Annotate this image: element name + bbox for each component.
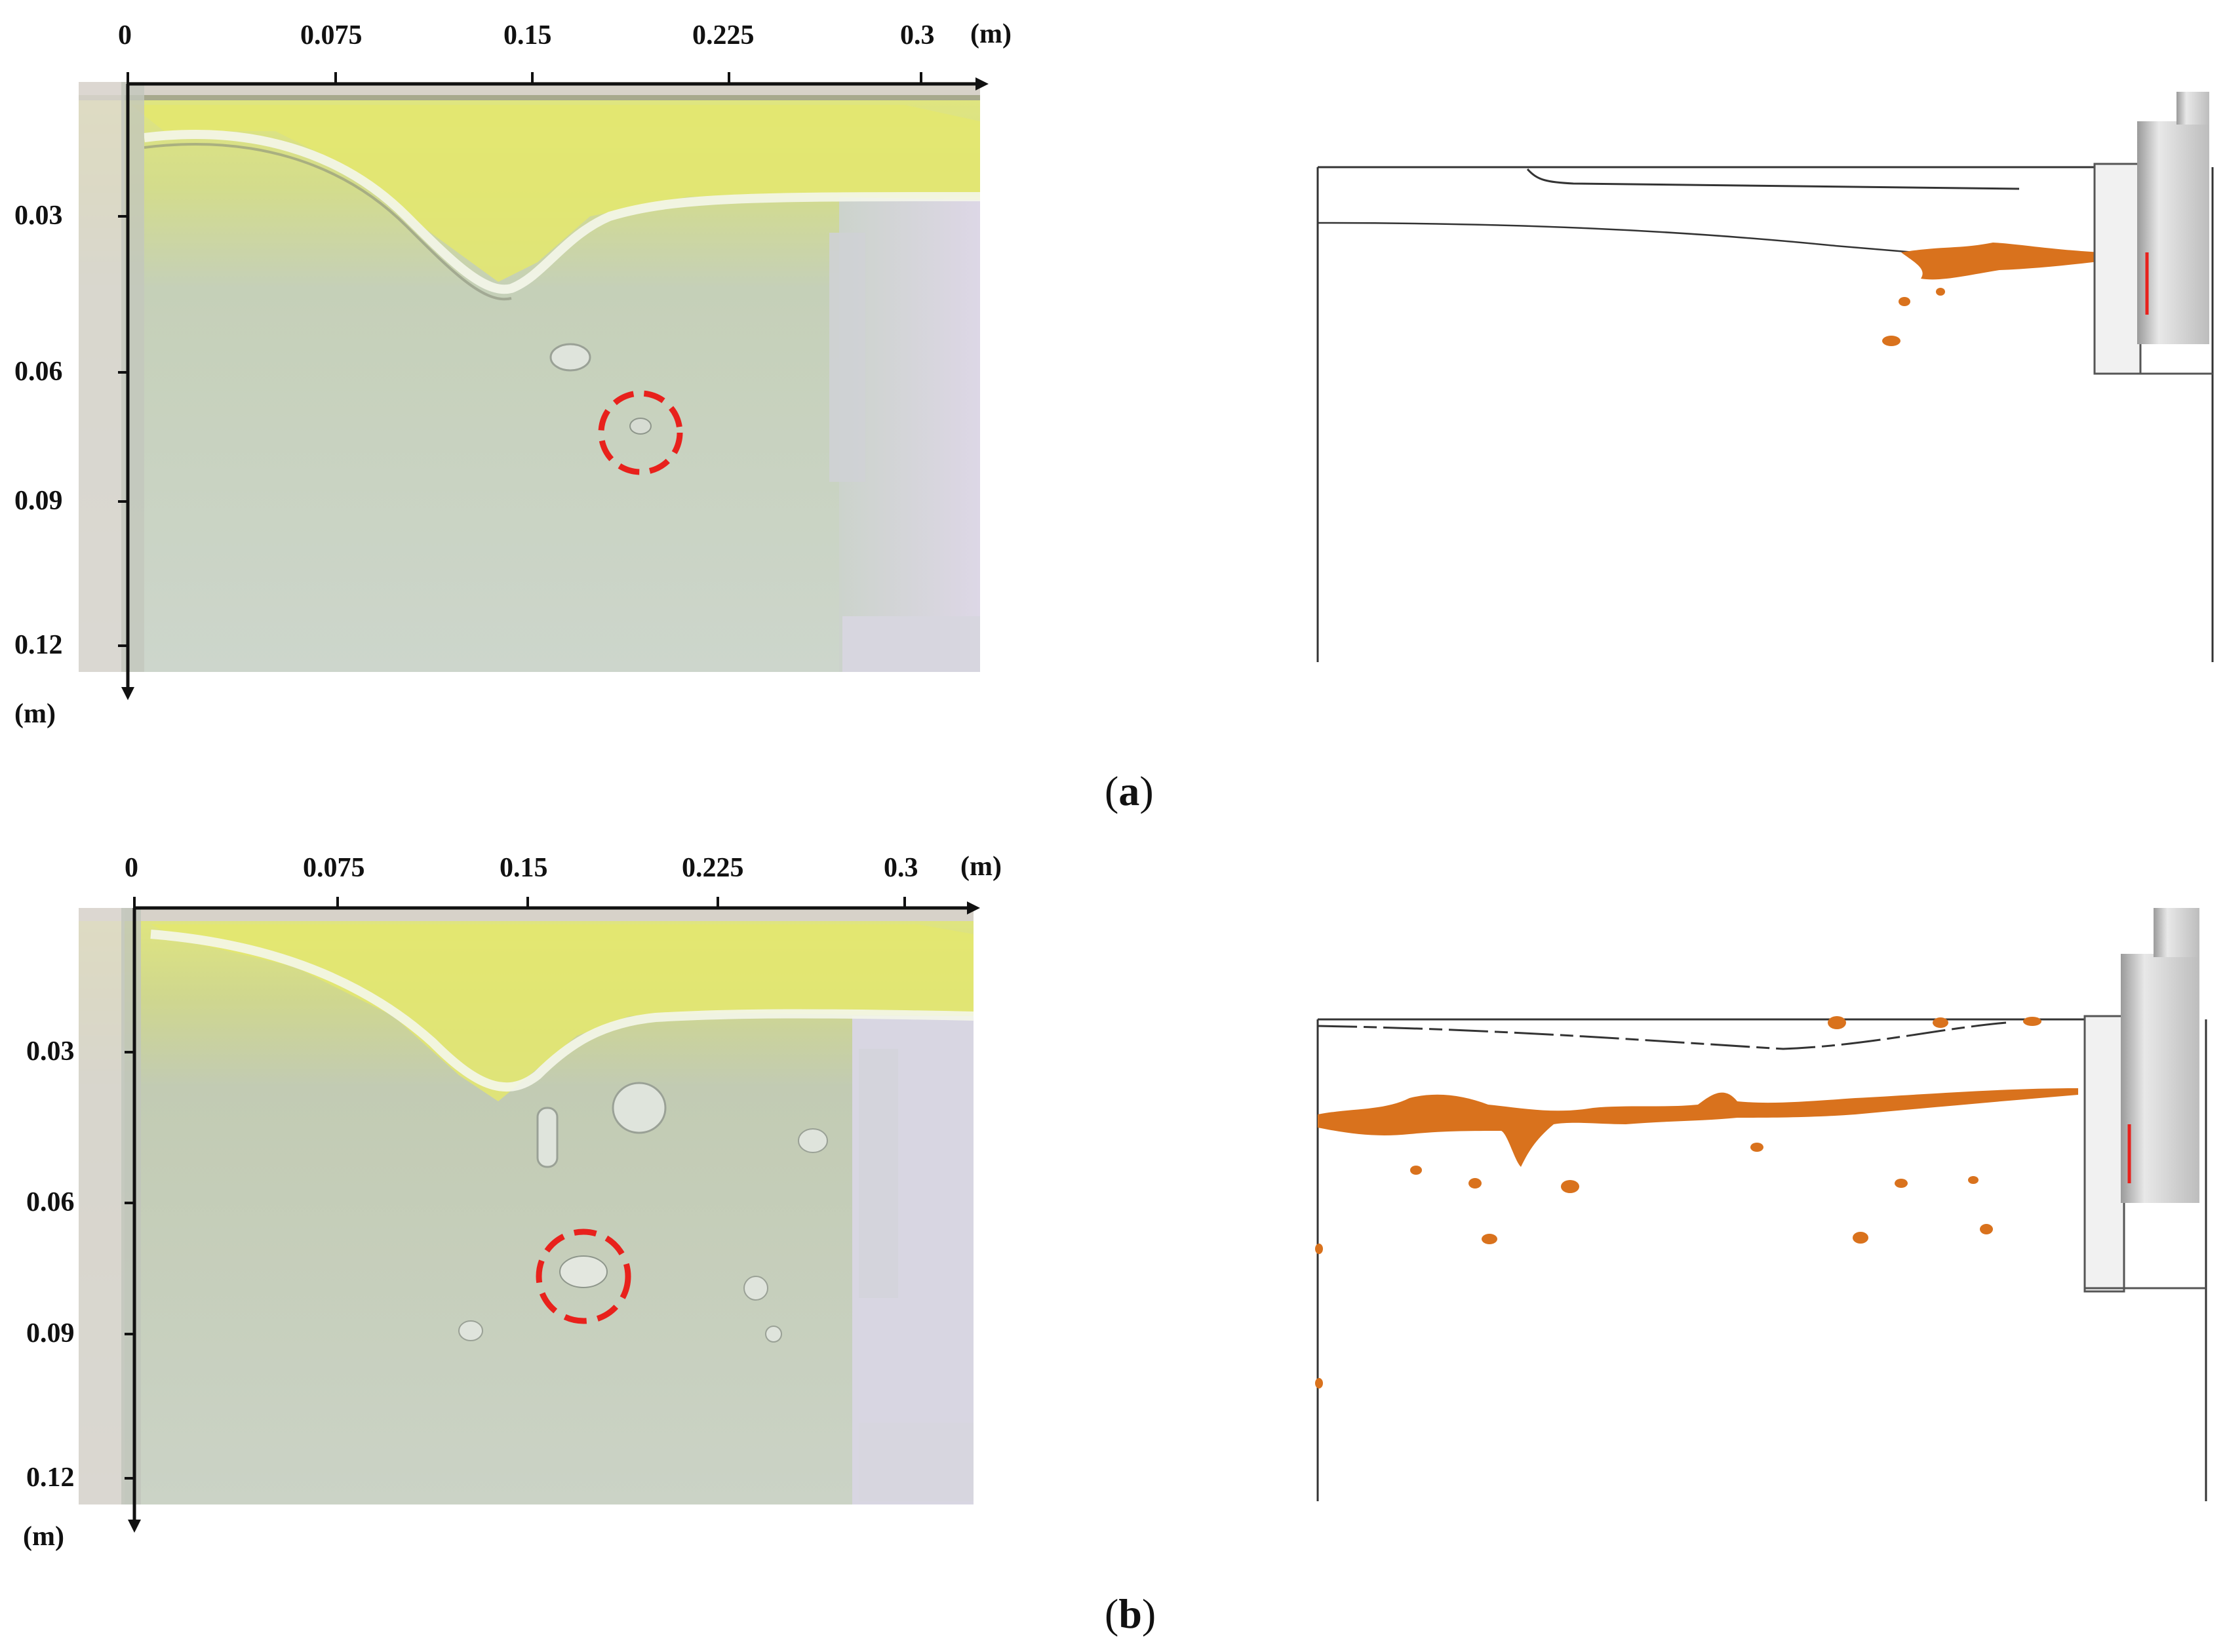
caption-b: (b) bbox=[1105, 1590, 1156, 1637]
x-tick-label: 0.225 bbox=[692, 20, 755, 50]
simulation-render-b bbox=[1315, 908, 2207, 1501]
x-tick-label: 0.15 bbox=[503, 20, 552, 50]
experiment-photo-b bbox=[79, 908, 974, 1504]
x-tick-label: 0.3 bbox=[884, 853, 918, 883]
simulation-render-a bbox=[1316, 92, 2214, 662]
x-tick-label: 0 bbox=[118, 20, 132, 50]
y-tick-label: 0.09 bbox=[14, 486, 63, 516]
x-tick-label: 0 bbox=[125, 853, 138, 883]
caption-letter-a: a bbox=[1118, 768, 1140, 814]
caption-letter-b: b bbox=[1118, 1590, 1142, 1637]
x-unit-label: (m) bbox=[970, 19, 1012, 49]
y-tick-label: 0.03 bbox=[26, 1036, 75, 1067]
highlight-circle-a bbox=[598, 390, 683, 475]
axes-a bbox=[118, 72, 989, 700]
y-unit-label: (m) bbox=[23, 1522, 64, 1552]
x-tick-label: 0.225 bbox=[682, 853, 744, 883]
y-tick-label: 0.06 bbox=[14, 357, 63, 387]
y-tick-label: 0.06 bbox=[26, 1187, 75, 1217]
axes-b bbox=[125, 897, 980, 1533]
x-unit-label: (m) bbox=[960, 852, 1002, 882]
x-tick-label: 0.15 bbox=[500, 853, 548, 883]
x-tick-label: 0.075 bbox=[303, 853, 365, 883]
y-tick-label: 0.03 bbox=[14, 201, 63, 231]
highlight-circle-b bbox=[536, 1229, 631, 1324]
x-tick-label: 0.075 bbox=[300, 20, 363, 50]
panel-a-graphics bbox=[79, 72, 2214, 700]
y-tick-label: 0.12 bbox=[26, 1463, 75, 1493]
y-unit-label: (m) bbox=[14, 699, 56, 729]
y-tick-label: 0.12 bbox=[14, 630, 63, 660]
experiment-photo-a bbox=[79, 82, 981, 672]
y-tick-label: 0.09 bbox=[26, 1318, 75, 1348]
x-tick-label: 0.3 bbox=[900, 20, 935, 50]
panel-b-graphics bbox=[79, 897, 2207, 1533]
caption-a: (a) bbox=[1105, 768, 1154, 814]
